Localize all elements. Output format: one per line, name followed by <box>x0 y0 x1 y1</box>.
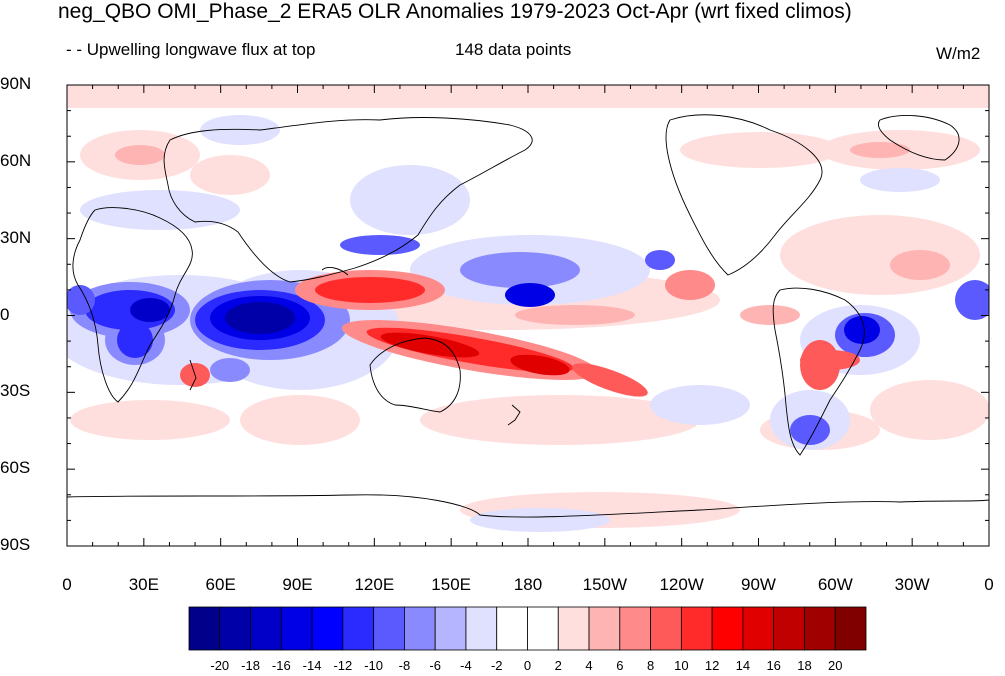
colorbar-swatch <box>711 606 744 651</box>
colorbar-label: -2 <box>490 658 503 673</box>
lon-label: 90W <box>741 575 776 594</box>
colorbar-label: -8 <box>398 658 411 673</box>
colorbar <box>188 606 867 651</box>
colorbar-swatch <box>434 606 467 651</box>
lon-label: 150E <box>431 575 472 594</box>
colorbar-label: -20 <box>210 658 230 673</box>
data-points-count: 148 data points <box>455 40 572 59</box>
lon-label: 120W <box>659 575 704 594</box>
lat-label: 60N <box>0 150 32 170</box>
colorbar-swatch <box>311 606 344 651</box>
colorbar-swatch <box>527 606 559 651</box>
lon-label: 180 <box>513 575 543 594</box>
colorbar-label: 16 <box>766 658 781 673</box>
lon-label: 150W <box>582 575 628 594</box>
colorbar-swatch <box>742 606 775 651</box>
lon-label: 30W <box>894 575 930 594</box>
lon-label: 90E <box>282 575 313 594</box>
colorbar-label: 12 <box>704 658 720 673</box>
colorbar-label: 10 <box>674 658 689 673</box>
colorbar-swatch <box>557 606 590 651</box>
lat-label: 60S <box>0 458 31 478</box>
colorbar-swatch <box>496 606 528 651</box>
colorbar-label: 20 <box>827 658 843 673</box>
lat-label: 0 <box>0 304 10 324</box>
lon-label: 0 <box>62 575 72 594</box>
colorbar-swatch <box>588 606 621 651</box>
lon-label: 0 <box>984 575 994 594</box>
lat-label: 90N <box>0 74 32 93</box>
colorbar-label: -18 <box>241 658 260 673</box>
units-label: W/m2 <box>936 44 981 63</box>
lon-label: 30E <box>128 575 159 594</box>
colorbar-label: 6 <box>616 658 624 673</box>
colorbar-swatch <box>619 606 651 651</box>
colorbar-label: 14 <box>735 658 751 673</box>
axis-ticks <box>66 84 990 547</box>
map-title: neg_QBO OMI_Phase_2 ERA5 OLR Anomalies 1… <box>58 0 852 23</box>
colorbar-swatch <box>773 606 805 651</box>
colorbar-label: -12 <box>333 658 353 673</box>
colorbar-label: 0 <box>523 658 532 673</box>
colorbar-swatch <box>680 606 713 651</box>
variable-description: - - Upwelling longwave flux at top <box>66 40 316 59</box>
colorbar-swatch <box>280 606 313 651</box>
lon-label: 60E <box>205 575 236 594</box>
colorbar-swatch <box>804 606 836 651</box>
colorbar-swatch <box>650 606 682 651</box>
lon-label: 120E <box>354 575 395 594</box>
anomaly-field <box>67 85 989 546</box>
colorbar-label: 8 <box>646 658 655 673</box>
lat-label: 90S <box>0 535 31 554</box>
colorbar-swatch <box>465 606 498 651</box>
strong-positive-patches <box>115 142 950 397</box>
colorbar-label: 18 <box>797 658 812 673</box>
colorbar-label: 4 <box>585 658 593 673</box>
colorbar-swatch <box>188 606 221 651</box>
colorbar-swatch <box>219 606 251 651</box>
colorbar-label: -10 <box>364 658 384 673</box>
lat-label: 30S <box>0 381 31 401</box>
colorbar-label: -16 <box>271 658 291 673</box>
lon-label: 60W <box>817 575 853 594</box>
colorbar-swatch <box>404 606 436 651</box>
colorbar-swatch <box>250 606 282 651</box>
coastlines <box>67 114 989 518</box>
colorbar-swatch <box>373 606 405 651</box>
colorbar-swatch <box>834 606 867 651</box>
lat-label: 30N <box>0 227 32 247</box>
colorbar-label: -14 <box>302 658 322 673</box>
colorbar-label: -4 <box>460 658 472 673</box>
colorbar-label: 2 <box>554 658 562 673</box>
colorbar-label: -6 <box>429 658 441 673</box>
colorbar-swatch <box>342 606 375 651</box>
